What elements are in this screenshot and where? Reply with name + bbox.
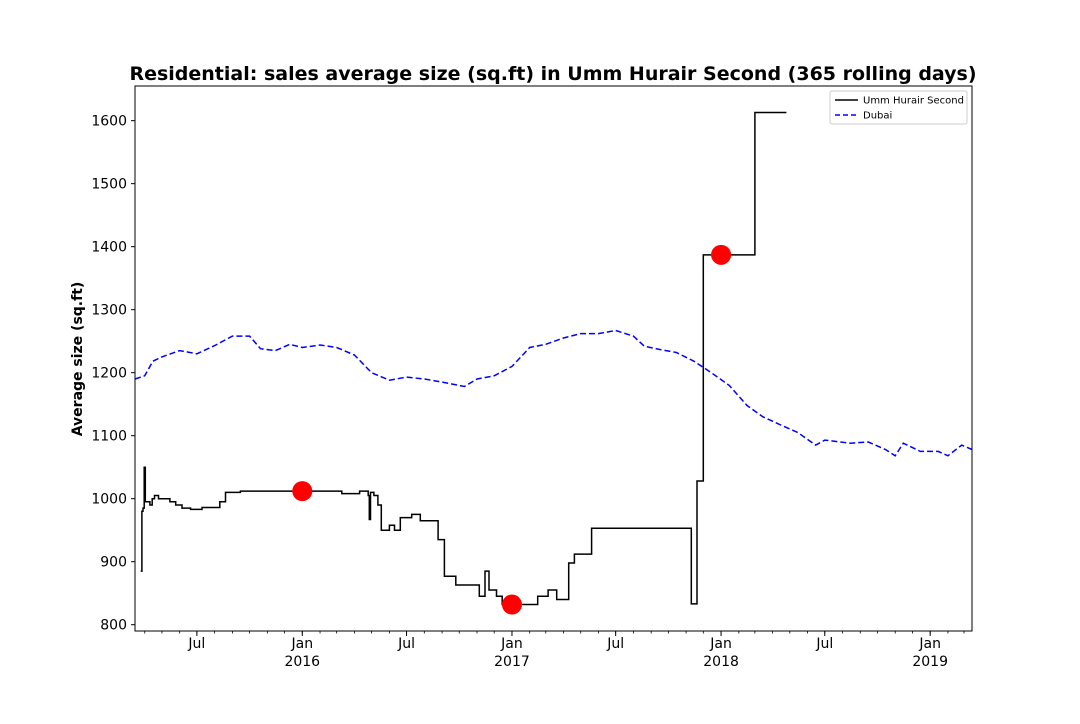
x-tick-label: Jul — [815, 636, 833, 652]
x-tick-label: Jul — [397, 636, 415, 652]
x-tick-label: Jan — [290, 636, 313, 652]
y-tick-label: 1200 — [91, 366, 127, 382]
x-tick-year-label: 2017 — [494, 654, 530, 670]
y-axis-label: Average size (sq.ft) — [70, 282, 86, 437]
x-tick-label: Jan — [709, 636, 732, 652]
marker-point-2 — [501, 594, 522, 615]
x-tick-year-label: 2018 — [703, 654, 739, 670]
axes: 800 900 1000 1100 1200 1300 1400 1500 1600 Jul Jan… — [91, 114, 965, 670]
y-tick-label: 1500 — [91, 177, 127, 193]
y-tick-label: 1300 — [91, 303, 127, 319]
legend-entry-2: Dubai — [863, 111, 892, 122]
x-tick-label: Jan — [918, 636, 941, 652]
y-tick-label: 1000 — [91, 492, 127, 508]
y-tick-label: 800 — [100, 618, 127, 634]
plot-frame — [134, 85, 973, 632]
y-tick-label: 900 — [100, 555, 127, 571]
legend: Umm Hurair Second Dubai — [829, 90, 968, 125]
legend-box — [829, 90, 968, 125]
x-tick-label: Jul — [187, 636, 205, 652]
x-tick-year-label: 2019 — [912, 654, 948, 670]
plot-area — [134, 111, 973, 615]
y-tick-label: 1600 — [91, 114, 127, 130]
y-tick-label: 1400 — [91, 240, 127, 256]
y-tick-label: 1100 — [91, 429, 127, 445]
x-tick-label: Jul — [606, 636, 624, 652]
x-tick-label: Jan — [500, 636, 523, 652]
legend-entry-1: Umm Hurair Second — [863, 96, 964, 107]
series-line-1 — [140, 111, 787, 606]
series-line-2 — [134, 329, 973, 457]
marker-point-1 — [292, 481, 313, 502]
marker-point-3 — [711, 244, 732, 265]
chart-title: Residential: sales average size (sq.ft) … — [129, 63, 976, 85]
x-tick-year-label: 2016 — [284, 654, 320, 670]
